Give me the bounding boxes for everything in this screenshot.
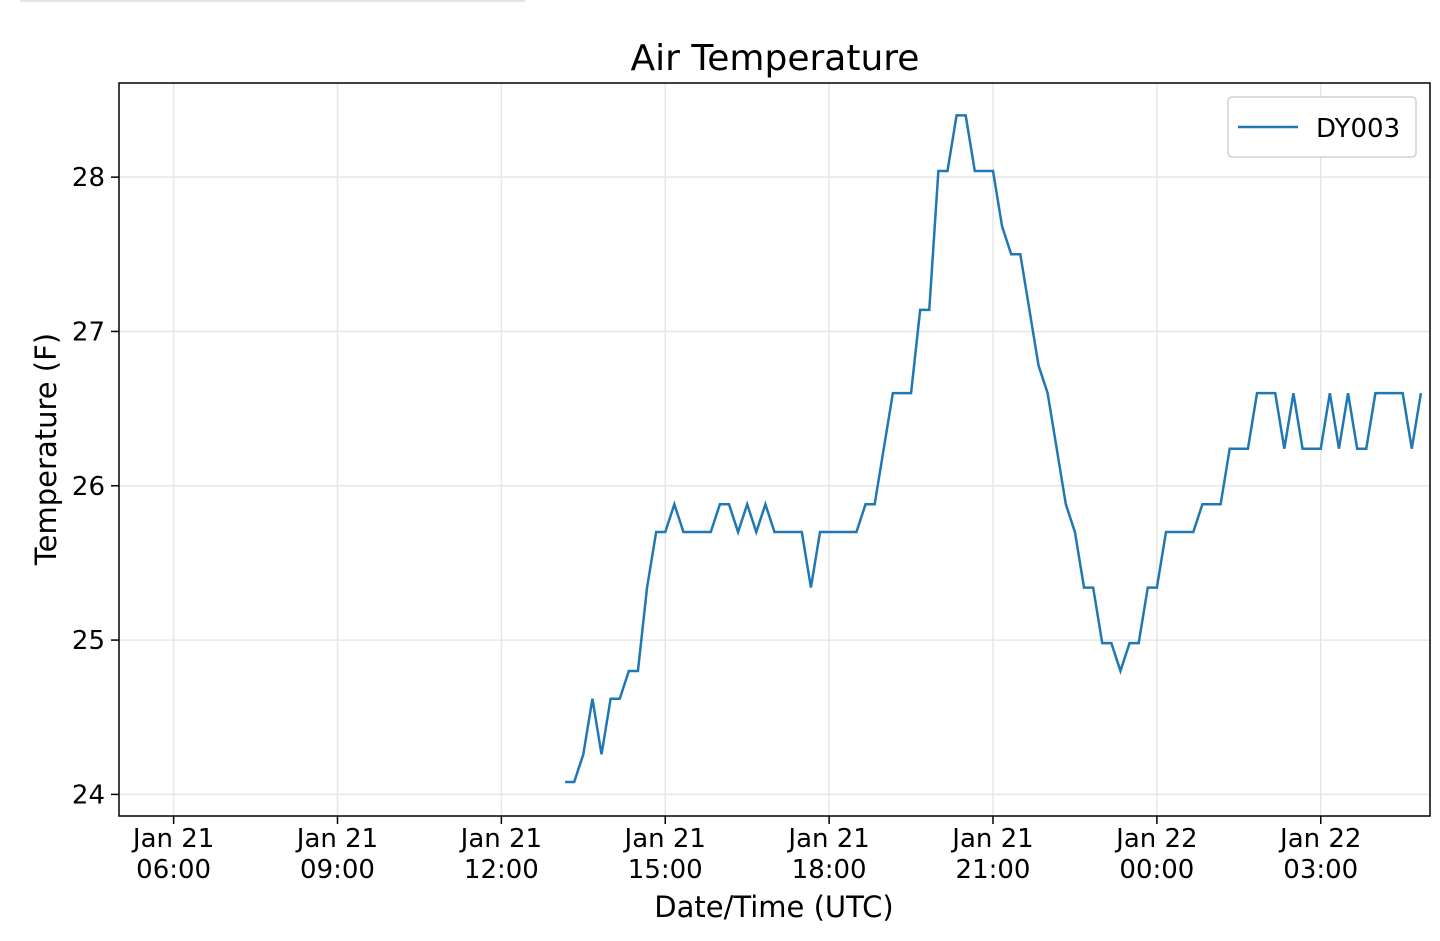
x-tick-label: Jan 22 00:00: [1116, 824, 1198, 885]
data-line: [565, 114, 1423, 784]
legend-label: DY003: [1316, 114, 1400, 144]
x-tick-label: Jan 21 09:00: [296, 824, 379, 885]
x-tick-label: Jan 21 06:00: [132, 824, 215, 885]
chart-title: Air Temperature: [631, 38, 920, 79]
x-tick-label: Jan 21 15:00: [624, 824, 706, 885]
legend-box: [1227, 96, 1417, 158]
y-tick-label: 24: [72, 780, 105, 810]
y-tick-label: 28: [72, 163, 105, 193]
y-tick-label: 27: [72, 317, 105, 347]
x-tick-label: Jan 21 21:00: [952, 824, 1034, 885]
y-tick-label: 26: [72, 472, 105, 502]
x-axis-label: Date/Time (UTC): [654, 890, 893, 924]
x-tick-label: Jan 21 12:00: [460, 824, 543, 885]
y-axis-label: Temperature (F): [29, 333, 63, 566]
x-tick-label: Jan 21 18:00: [788, 824, 870, 885]
y-tick-label: 25: [72, 626, 105, 656]
plot-frame: [118, 82, 1431, 817]
x-tick-label: Jan 22 03:00: [1280, 824, 1362, 885]
